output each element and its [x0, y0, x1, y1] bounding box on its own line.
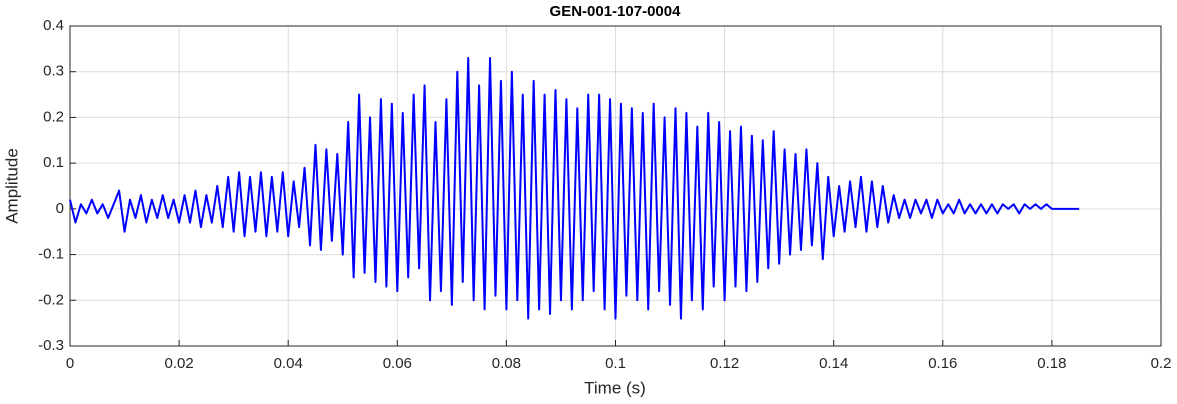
x-tick-label: 0.16 [928, 355, 957, 372]
y-tick-label: 0.3 [43, 63, 64, 80]
x-tick-label: 0.18 [1037, 355, 1066, 372]
x-tick-label: 0.02 [164, 355, 193, 372]
x-tick-label: 0.04 [274, 355, 303, 372]
x-tick-label: 0.08 [492, 355, 521, 372]
x-tick-label: 0.2 [1151, 355, 1172, 372]
y-tick-label: -0.2 [38, 291, 64, 308]
chart-title: GEN-001-107-0004 [550, 3, 682, 20]
x-tick-label: 0 [66, 355, 74, 372]
y-axis-label: Amplitude [2, 148, 21, 224]
y-tick-label: 0.1 [43, 154, 64, 171]
y-tick-label: -0.3 [38, 337, 64, 354]
plot-frame [69, 25, 1162, 347]
x-tick-label: 0.06 [383, 355, 412, 372]
y-tick-label: 0.2 [43, 108, 64, 125]
y-tick-label: 0.4 [43, 17, 64, 34]
x-axis-label: Time (s) [584, 378, 646, 397]
y-tick-label: 0 [56, 200, 64, 217]
waveform-line [69, 57, 1080, 320]
x-tick-label: 0.1 [605, 355, 626, 372]
x-tick-label: 0.12 [710, 355, 739, 372]
y-tick-label: -0.1 [38, 246, 64, 263]
x-tick-label: 0.14 [819, 355, 848, 372]
